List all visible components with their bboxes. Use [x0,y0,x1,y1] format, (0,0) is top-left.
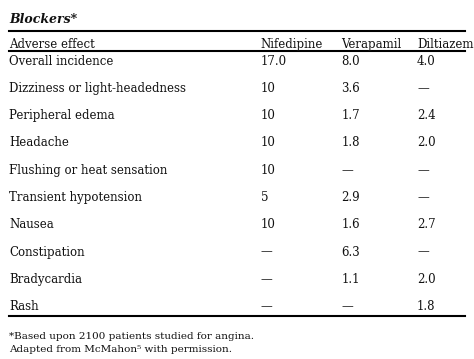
Text: Nifedipine: Nifedipine [261,38,323,51]
Text: 17.0: 17.0 [261,55,287,67]
Text: 4.0: 4.0 [417,55,436,67]
Text: Diltiazem: Diltiazem [417,38,474,51]
Text: 10: 10 [261,82,275,95]
Text: 10: 10 [261,136,275,149]
Text: Headache: Headache [9,136,69,149]
Text: Adapted from McMahon⁵ with permission.: Adapted from McMahon⁵ with permission. [9,345,232,354]
Text: Adverse effect: Adverse effect [9,38,95,51]
Text: 3.6: 3.6 [341,82,360,95]
Text: 10: 10 [261,109,275,122]
Text: Peripheral edema: Peripheral edema [9,109,115,122]
Text: Transient hypotension: Transient hypotension [9,191,143,204]
Text: Overall incidence: Overall incidence [9,55,114,67]
Text: 6.3: 6.3 [341,246,360,258]
Text: *Based upon 2100 patients studied for angina.: *Based upon 2100 patients studied for an… [9,332,255,341]
Text: —: — [341,300,353,313]
Text: Nausea: Nausea [9,218,54,231]
Text: 1.6: 1.6 [341,218,360,231]
Text: Dizziness or light-headedness: Dizziness or light-headedness [9,82,186,95]
Text: Flushing or heat sensation: Flushing or heat sensation [9,164,168,177]
Text: Blockers*: Blockers* [9,13,78,25]
Text: —: — [417,164,429,177]
Text: 10: 10 [261,164,275,177]
Text: Verapamil: Verapamil [341,38,401,51]
Text: —: — [417,246,429,258]
Text: 5: 5 [261,191,268,204]
Text: 2.9: 2.9 [341,191,360,204]
Text: —: — [341,164,353,177]
Text: Bradycardia: Bradycardia [9,273,82,286]
Text: 1.8: 1.8 [417,300,436,313]
Text: 1.1: 1.1 [341,273,360,286]
Text: 2.0: 2.0 [417,273,436,286]
Text: Constipation: Constipation [9,246,85,258]
Text: 2.7: 2.7 [417,218,436,231]
Text: 10: 10 [261,218,275,231]
Text: —: — [417,191,429,204]
Text: —: — [261,273,273,286]
Text: 8.0: 8.0 [341,55,360,67]
Text: Rash: Rash [9,300,39,313]
Text: 2.4: 2.4 [417,109,436,122]
Text: 1.7: 1.7 [341,109,360,122]
Text: —: — [261,246,273,258]
Text: —: — [417,82,429,95]
Text: 1.8: 1.8 [341,136,360,149]
Text: —: — [261,300,273,313]
Text: 2.0: 2.0 [417,136,436,149]
